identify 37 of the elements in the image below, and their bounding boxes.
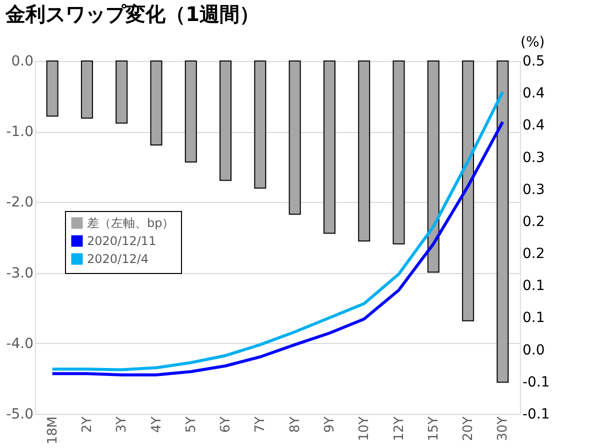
legend-label: 2020/12/11 — [87, 234, 156, 248]
y2-tick-label: -0.1 — [522, 406, 550, 422]
x-tick-label: 4Y — [149, 416, 164, 433]
y2-tick-label: 0.2 — [522, 246, 545, 262]
x-tick-label: 9Y — [322, 416, 338, 433]
legend-label: 差（左軸、bp） — [87, 216, 174, 230]
x-tick-label: 3Y — [114, 416, 130, 433]
x-tick-label: 12Y — [392, 416, 407, 441]
y2-tick-label: 0.3 — [522, 182, 545, 198]
y2-tick-label: 0.0 — [522, 342, 545, 358]
chart-title: 金利スワップ変化（1週間） — [4, 2, 260, 26]
x-tick-label: 5Y — [184, 416, 199, 433]
x-tick-label: 20Y — [461, 416, 476, 441]
y2-tick-label: 0.1 — [522, 310, 545, 326]
x-tick-label: 6Y — [218, 416, 234, 433]
y2-tick-label: 0.5 — [522, 54, 545, 70]
x-tick-label: 8Y — [288, 416, 303, 433]
x-tick-label: 2Y — [80, 416, 95, 433]
y2-tick-label: 0.3 — [522, 150, 545, 166]
x-tick-label: 18M — [45, 416, 60, 444]
y2-tick-label: 0.2 — [522, 214, 545, 230]
y-tick-label: -2.0 — [6, 194, 34, 211]
x-tick-label: 30Y — [496, 416, 511, 441]
y2-tick-label: 0.4 — [522, 118, 545, 134]
y-tick-label: 0.0 — [11, 54, 34, 70]
y-tick-label: -3.0 — [6, 265, 34, 282]
legend-label: 2020/12/4 — [87, 252, 149, 266]
y2-tick-label: -0.1 — [522, 374, 550, 390]
y2-axis-title: (%) — [520, 34, 545, 50]
y-tick-label: -1.0 — [6, 124, 34, 140]
y2-tick-label: 0.4 — [522, 86, 545, 102]
x-tick-label: 7Y — [253, 416, 268, 433]
y2-tick-label: 0.1 — [522, 278, 545, 294]
x-tick-label: 10Y — [357, 416, 372, 441]
x-tick-label: 15Y — [426, 416, 442, 441]
y-tick-label: -5.0 — [6, 406, 34, 422]
y-tick-label: -4.0 — [6, 336, 34, 352]
